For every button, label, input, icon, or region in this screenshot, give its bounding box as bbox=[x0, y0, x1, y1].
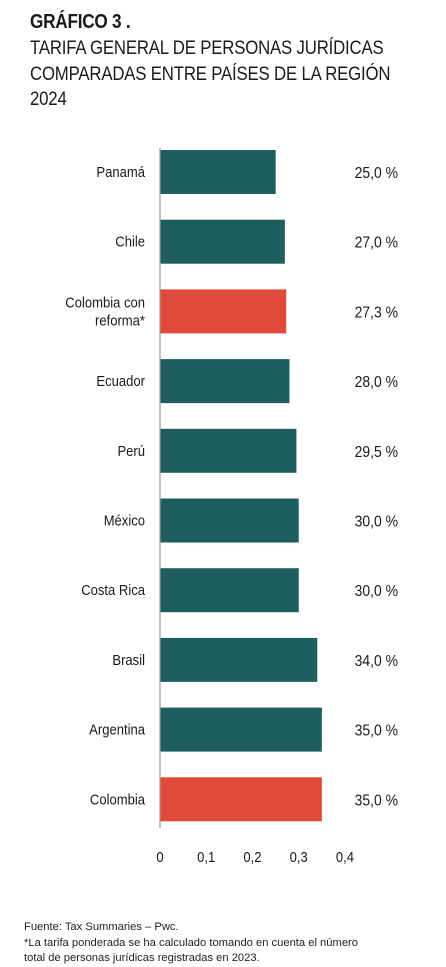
chart-footer: Fuente: Tax Summaries – Pwc. *La tarifa … bbox=[24, 920, 444, 967]
category-label-10: Colombia bbox=[90, 792, 145, 808]
category-label-7: Costa Rica bbox=[81, 583, 145, 599]
category-label-line: Colombia bbox=[90, 792, 145, 808]
bar-4 bbox=[160, 359, 290, 404]
category-label-line: México bbox=[104, 513, 146, 529]
x-tick-label-3: 0,2 bbox=[243, 849, 261, 865]
category-label-line: Argentina bbox=[89, 722, 145, 738]
x-tick-label-2: 0,1 bbox=[197, 849, 215, 865]
category-label-4: Ecuador bbox=[96, 373, 145, 389]
category-label-line: reforma* bbox=[95, 313, 146, 329]
data-label-9: 35,0 % bbox=[355, 723, 398, 740]
category-label-line: Chile bbox=[115, 234, 145, 250]
chart-title-line-1: TARIFA GENERAL DE PERSONAS JURÍDICAS bbox=[30, 37, 384, 59]
bar-8 bbox=[160, 637, 318, 682]
category-label-9: Argentina bbox=[89, 722, 145, 738]
category-label-line: Brasil bbox=[112, 652, 145, 668]
bar-1 bbox=[160, 150, 276, 194]
chart-title-line-3: 2024 bbox=[30, 88, 67, 110]
category-label-line: Perú bbox=[117, 443, 145, 459]
bar-2 bbox=[160, 219, 285, 264]
data-label-6: 30,0 % bbox=[355, 514, 398, 531]
data-label-8: 34,0 % bbox=[355, 653, 398, 670]
data-label-2: 27,0 % bbox=[355, 235, 398, 252]
category-label-1: Panamá bbox=[96, 164, 145, 180]
category-label-line: Colombia con bbox=[65, 295, 145, 311]
bar-6 bbox=[160, 498, 299, 543]
category-label-8: Brasil bbox=[112, 652, 145, 668]
x-tick-label-1: 0 bbox=[156, 849, 164, 865]
category-label-6: México bbox=[104, 513, 146, 529]
category-label-line: Costa Rica bbox=[81, 583, 145, 599]
chart-title: TARIFA GENERAL DE PERSONAS JURÍDICAS COM… bbox=[30, 36, 434, 113]
footnote-line-2: total de personas jurídicas registradas … bbox=[24, 952, 260, 964]
category-label-5: Perú bbox=[117, 443, 145, 459]
category-label-2: Chile bbox=[115, 234, 145, 250]
category-label-line: Panamá bbox=[96, 164, 145, 180]
bar-5 bbox=[160, 428, 297, 473]
category-label-3: Colombia con reforma* bbox=[65, 295, 145, 329]
data-label-4: 28,0 % bbox=[355, 374, 398, 391]
data-label-3: 27,3 % bbox=[355, 305, 398, 322]
x-tick-label-5: 0,4 bbox=[336, 849, 354, 865]
source-note: Fuente: Tax Summaries – Pwc. bbox=[24, 921, 179, 933]
x-tick-label-4: 0,3 bbox=[290, 849, 308, 865]
bar-chart: Panamá 25,0 % Chile 27,0 % Colombia con refor… bbox=[65, 148, 398, 865]
data-label-5: 29,5 % bbox=[355, 444, 398, 461]
bar-9 bbox=[160, 707, 322, 752]
data-label-1: 25,0 % bbox=[355, 165, 398, 182]
footnote-line-1: *La tarifa ponderada se ha calculado tom… bbox=[24, 936, 358, 949]
figure-number: GRÁFICO 3 . bbox=[30, 11, 131, 33]
data-label-7: 30,0 % bbox=[355, 584, 398, 601]
data-label-10: 35,0 % bbox=[355, 793, 398, 810]
chart-title-line-2: COMPARADAS ENTRE PAÍSES DE LA REGIÓN bbox=[30, 62, 391, 85]
category-label-line: Ecuador bbox=[96, 373, 145, 389]
bar-3 bbox=[160, 289, 287, 334]
chart-title-block: GRÁFICO 3 . TARIFA GENERAL DE PERSONAS J… bbox=[30, 10, 440, 113]
bar-7 bbox=[160, 568, 299, 613]
bar-10 bbox=[160, 777, 322, 822]
